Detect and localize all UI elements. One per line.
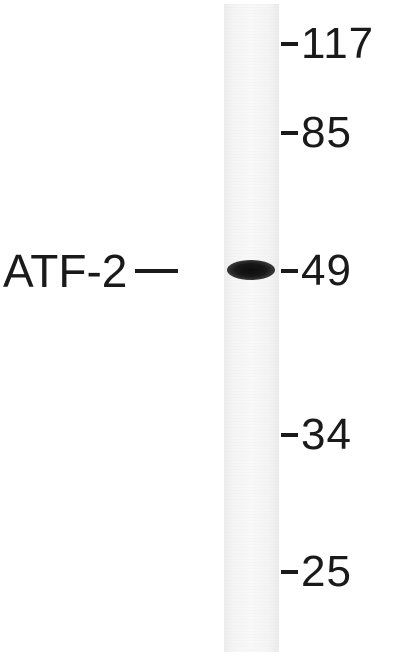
marker-label: 117 [301,19,375,68]
blot-lane [224,4,279,652]
protein-name: ATF-2 [3,245,128,297]
lane-texture [224,4,279,652]
marker-25: 25 [281,548,352,596]
marker-34: 34 [281,411,352,459]
marker-117: 117 [281,20,374,68]
band-pointer-line [135,269,179,273]
marker-49: 49 [281,247,352,295]
marker-tick [281,570,298,574]
marker-tick [281,269,298,273]
marker-85: 85 [281,109,352,157]
marker-tick [281,42,298,46]
protein-annotation: ATF-2 [3,245,179,297]
marker-label: 34 [301,410,352,459]
marker-label: 25 [301,547,352,596]
protein-band [227,260,275,280]
marker-label: 49 [301,246,352,295]
marker-label: 85 [301,108,352,157]
marker-tick [281,131,298,135]
marker-tick [281,433,298,437]
